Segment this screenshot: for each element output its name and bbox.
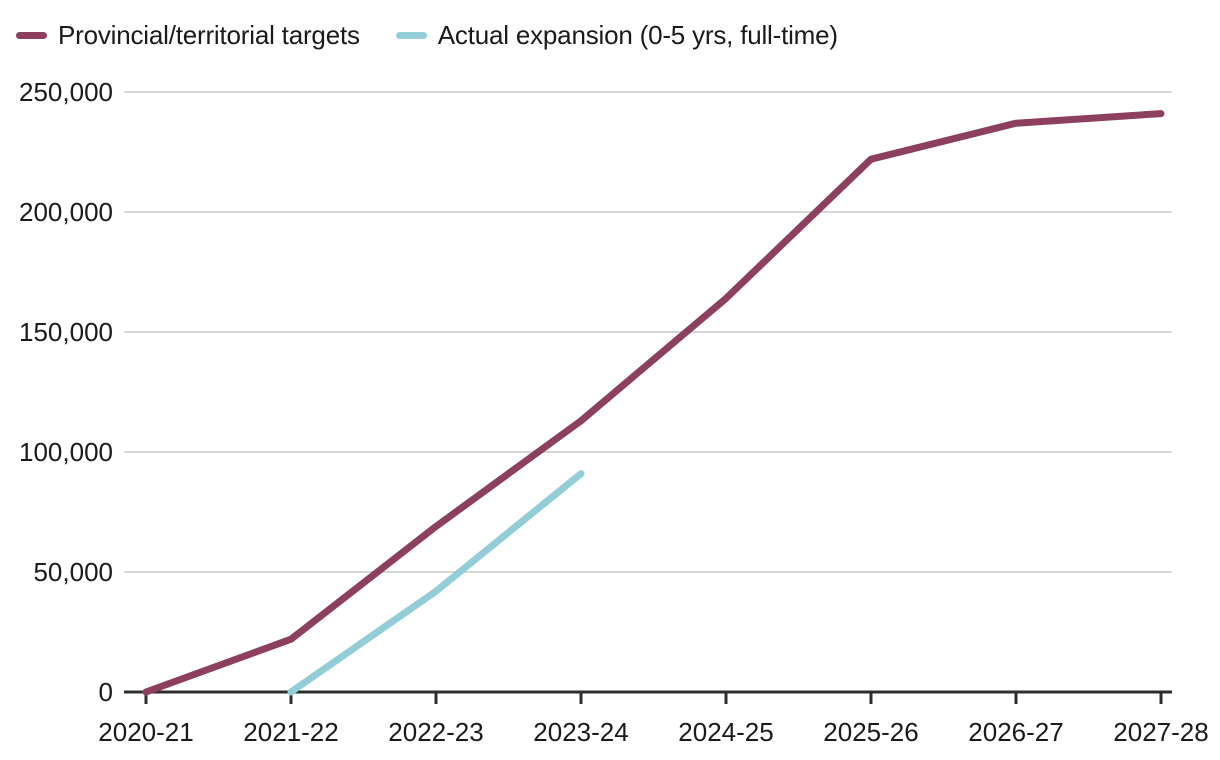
series-line-targets bbox=[142, 110, 1165, 696]
y-axis-tick-label: 100,000 bbox=[19, 437, 113, 467]
legend-swatch-targets-icon bbox=[16, 32, 47, 39]
x-axis-tick-label: 2026-27 bbox=[968, 717, 1063, 747]
x-axis-tick-label: 2020-21 bbox=[98, 717, 193, 747]
x-axis-tick-label: 2023-24 bbox=[533, 717, 628, 747]
legend-item-targets: Provincial/territorial targets bbox=[16, 20, 360, 51]
x-axis-tick-label: 2022-23 bbox=[388, 717, 483, 747]
x-axis-tick-label: 2021-22 bbox=[243, 717, 338, 747]
y-axis-tick-label: 200,000 bbox=[19, 197, 113, 227]
y-axis-tick-label: 250,000 bbox=[19, 77, 113, 107]
legend-label-targets: Provincial/territorial targets bbox=[58, 20, 360, 50]
x-axis-tick-label: 2024-25 bbox=[678, 717, 773, 747]
legend-swatch-actual-icon bbox=[395, 32, 427, 39]
chart-legend: Provincial/territorial targets Actual ex… bbox=[16, 20, 838, 51]
legend-item-actual: Actual expansion (0-5 yrs, full-time) bbox=[395, 20, 838, 51]
y-axis-tick-label: 0 bbox=[99, 677, 113, 707]
y-axis-tick-label: 50,000 bbox=[33, 557, 113, 587]
series-line-actual bbox=[287, 470, 585, 696]
x-axis-tick-label: 2025-26 bbox=[823, 717, 918, 747]
x-axis-tick-label: 2027-28 bbox=[1113, 717, 1208, 747]
y-axis-tick-label: 150,000 bbox=[19, 317, 113, 347]
legend-label-actual: Actual expansion (0-5 yrs, full-time) bbox=[437, 20, 838, 50]
